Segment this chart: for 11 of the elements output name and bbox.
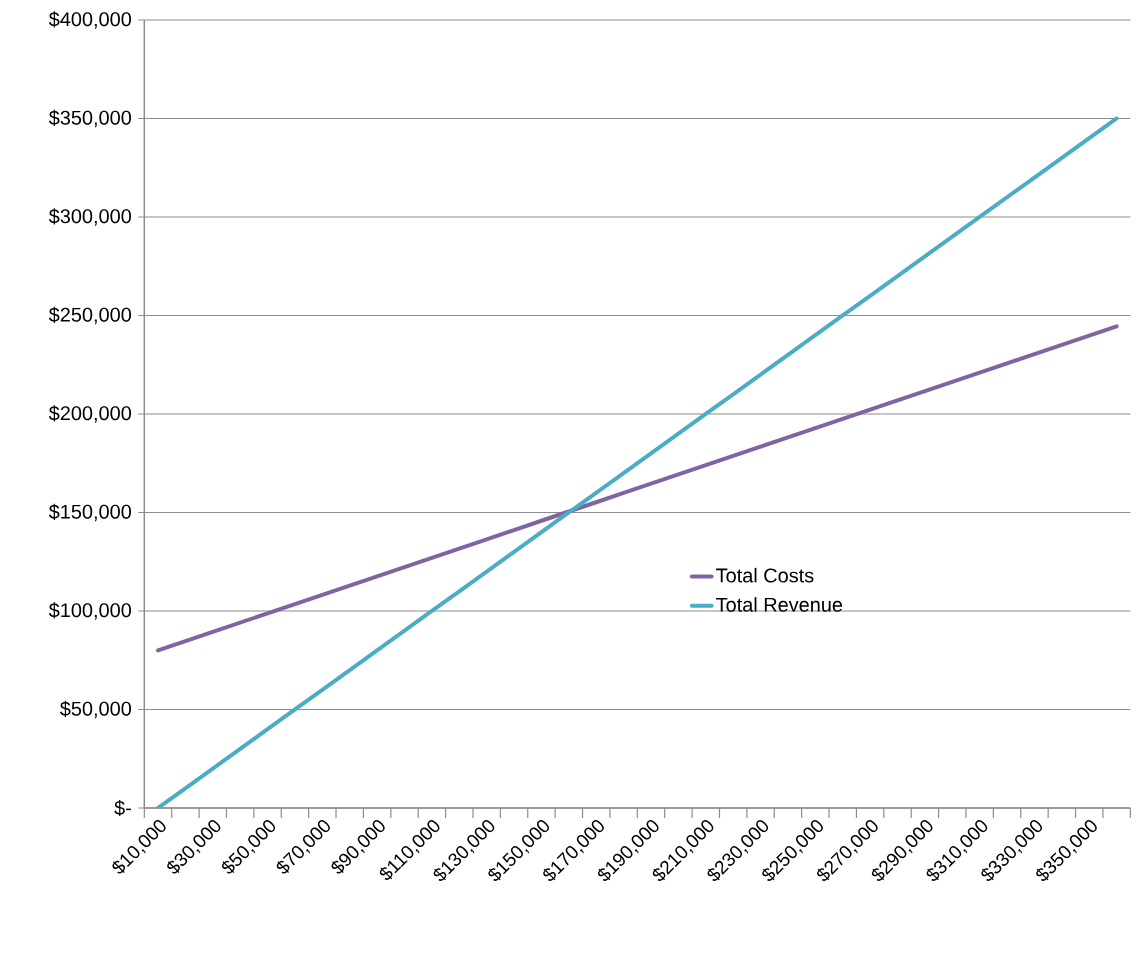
y-tick-label: $400,000 [48,11,131,29]
legend-label: Total Revenue [716,597,843,612]
y-tick-label: $100,000 [48,602,131,620]
y-tick-label: $- [114,799,131,817]
y-tick-label: $150,000 [48,503,131,522]
y-tick-label: $250,000 [48,306,131,325]
y-tick-label: $350,000 [48,109,131,128]
y-tick-label: $200,000 [48,405,131,423]
y-tick-label: $50,000 [60,700,132,719]
y-tick-label: $300,000 [48,208,131,226]
legend-label: Total Costs [716,567,814,583]
